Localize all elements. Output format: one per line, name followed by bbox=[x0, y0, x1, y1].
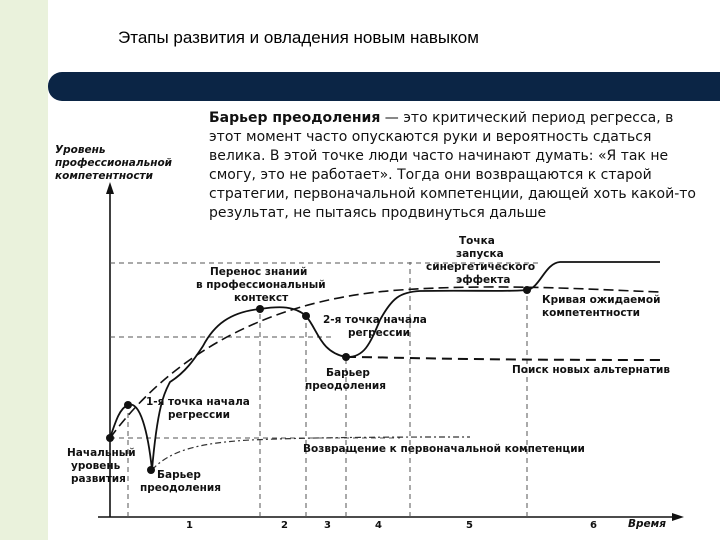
barrier-2-label-2: преодоления bbox=[305, 380, 386, 392]
y-axis-label-1: Уровень bbox=[55, 144, 106, 156]
return-initial-curve bbox=[151, 436, 471, 471]
x-tick-3: 3 bbox=[324, 520, 331, 531]
barrier-1-label-1: Барьер bbox=[157, 469, 201, 481]
transfer-label-2: в профессиональный bbox=[196, 279, 326, 291]
synergy-label-4: эффекта bbox=[456, 274, 510, 286]
point-transfer bbox=[256, 305, 264, 313]
x-axis-label: Время bbox=[628, 518, 666, 530]
expected-competence-curve bbox=[109, 286, 661, 439]
synergy-label-2: запуска bbox=[456, 248, 504, 260]
y-axis-label-2: профессиональной bbox=[55, 157, 173, 169]
return-initial-label: Возвращение к первоначальной компетенции bbox=[303, 443, 585, 455]
regression-1-label-2: регрессии bbox=[168, 409, 230, 421]
new-alternatives-curve bbox=[345, 356, 661, 361]
y-axis-label-3: компетентности bbox=[55, 170, 154, 182]
barrier-term: Барьер преодоления bbox=[209, 110, 381, 126]
point-barrier-1 bbox=[147, 466, 155, 474]
synergy-label-1: Точка bbox=[459, 235, 495, 247]
x-tick-4: 4 bbox=[375, 520, 382, 531]
point-regression-2 bbox=[302, 312, 310, 320]
point-regression-1 bbox=[124, 401, 132, 409]
regression-1-label-1: 1-я точка начала bbox=[146, 396, 250, 408]
expected-curve-label-1: Кривая ожидаемой bbox=[542, 294, 660, 306]
slide-title: Этапы развития и овладения новым навыком bbox=[118, 28, 479, 47]
x-tick-5: 5 bbox=[466, 520, 473, 531]
new-alternatives-label: Поиск новых альтернатив bbox=[512, 364, 670, 376]
barrier-definition: Барьер преодоления — это критический пер… bbox=[209, 109, 699, 223]
left-decor-strip bbox=[0, 0, 48, 540]
x-tick-2: 2 bbox=[281, 520, 288, 531]
synergy-label-3: синергетического bbox=[426, 261, 535, 273]
point-synergy bbox=[523, 286, 531, 294]
initial-level-label-3: развития bbox=[71, 473, 126, 485]
expected-curve-label-2: компетентности bbox=[542, 307, 640, 319]
transfer-label-1: Перенос знаний bbox=[210, 266, 307, 278]
regression-2-label-1: 2-я точка начала bbox=[323, 314, 427, 326]
regression-2-label-2: регрессии bbox=[348, 327, 410, 339]
point-initial bbox=[106, 434, 114, 442]
x-tick-1: 1 bbox=[186, 520, 193, 531]
title-bar bbox=[48, 72, 720, 101]
transfer-label-3: контекст bbox=[234, 292, 289, 304]
x-axis-arrow bbox=[672, 513, 684, 521]
initial-level-label-2: уровень bbox=[71, 460, 121, 472]
x-tick-6: 6 bbox=[590, 520, 597, 531]
initial-level-label-1: Начальный bbox=[67, 447, 136, 459]
barrier-description: — это критический период регресса, в это… bbox=[209, 110, 696, 221]
point-barrier-2 bbox=[342, 353, 350, 361]
development-curve bbox=[109, 261, 660, 471]
barrier-2-label-1: Барьер bbox=[326, 367, 370, 379]
y-axis-arrow bbox=[106, 182, 114, 194]
barrier-1-label-2: преодоления bbox=[140, 482, 221, 494]
